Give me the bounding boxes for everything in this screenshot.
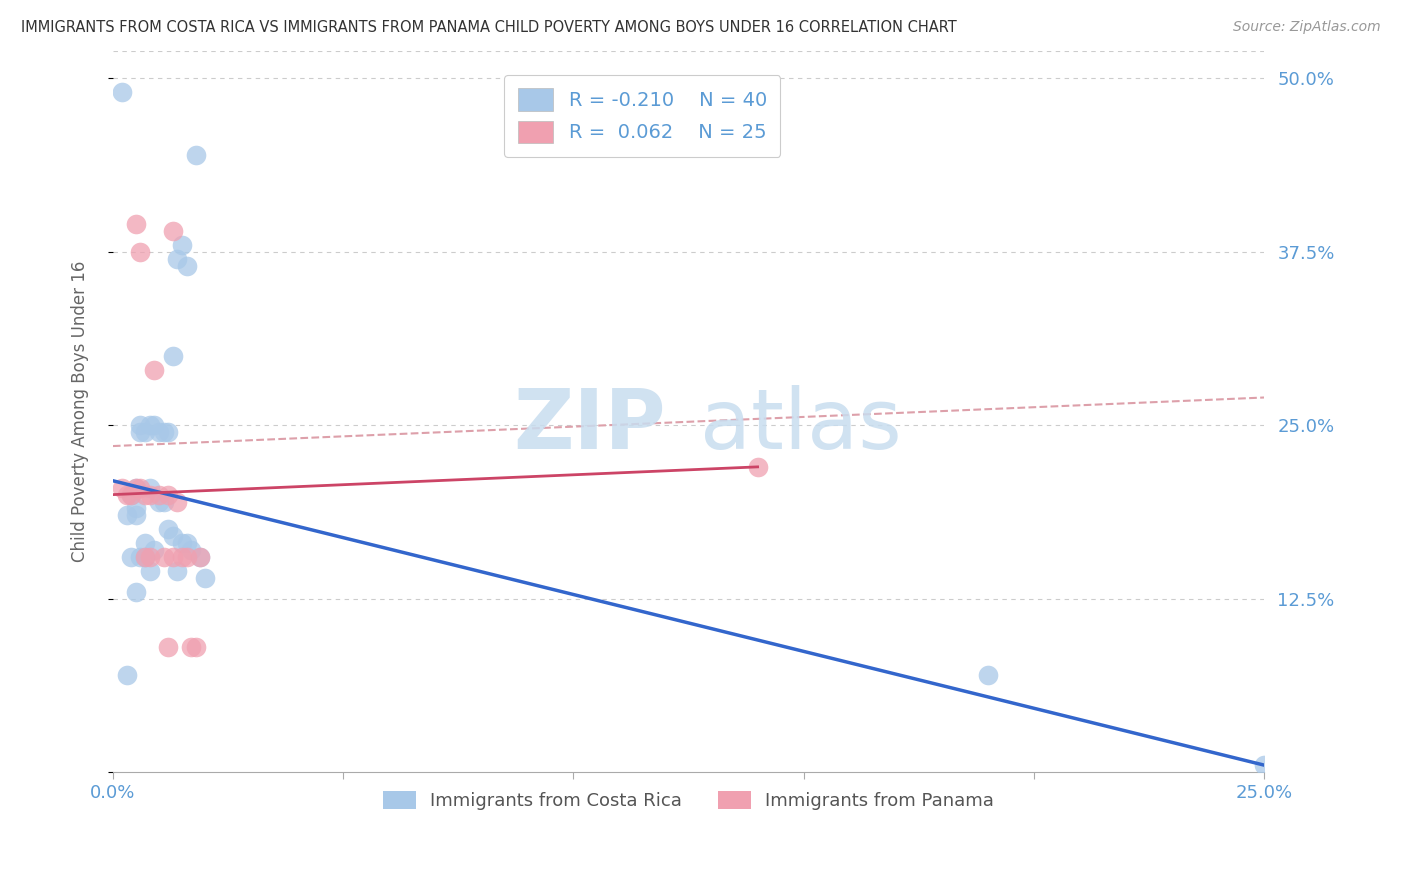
- Point: [115, 668, 138, 682]
- Point: [184, 640, 207, 655]
- Point: [148, 425, 170, 440]
- Point: [184, 147, 207, 161]
- Point: [162, 549, 184, 564]
- Point: [143, 543, 166, 558]
- Point: [170, 238, 193, 252]
- Point: [129, 418, 152, 433]
- Point: [120, 488, 142, 502]
- Point: [157, 425, 180, 440]
- Point: [180, 640, 202, 655]
- Point: [129, 244, 152, 259]
- Point: [125, 584, 148, 599]
- Point: [152, 494, 174, 508]
- Text: ZIP: ZIP: [513, 385, 665, 467]
- Point: [747, 459, 769, 474]
- Point: [125, 217, 148, 231]
- Point: [176, 259, 198, 273]
- Point: [134, 488, 156, 502]
- Point: [125, 481, 148, 495]
- Point: [120, 488, 142, 502]
- Point: [977, 668, 1000, 682]
- Point: [134, 425, 156, 440]
- Point: [157, 640, 180, 655]
- Point: [125, 481, 148, 495]
- Point: [166, 252, 188, 266]
- Point: [134, 549, 156, 564]
- Point: [152, 425, 174, 440]
- Point: [134, 536, 156, 550]
- Point: [188, 549, 211, 564]
- Point: [120, 549, 142, 564]
- Point: [180, 543, 202, 558]
- Text: IMMIGRANTS FROM COSTA RICA VS IMMIGRANTS FROM PANAMA CHILD POVERTY AMONG BOYS UN: IMMIGRANTS FROM COSTA RICA VS IMMIGRANTS…: [21, 20, 957, 35]
- Point: [166, 494, 188, 508]
- Point: [166, 564, 188, 578]
- Point: [162, 529, 184, 543]
- Text: Source: ZipAtlas.com: Source: ZipAtlas.com: [1233, 20, 1381, 34]
- Point: [176, 536, 198, 550]
- Point: [157, 488, 180, 502]
- Point: [188, 549, 211, 564]
- Point: [170, 536, 193, 550]
- Point: [111, 481, 134, 495]
- Point: [138, 418, 160, 433]
- Text: atlas: atlas: [700, 385, 901, 467]
- Point: [162, 224, 184, 238]
- Point: [162, 349, 184, 363]
- Point: [138, 488, 160, 502]
- Point: [143, 418, 166, 433]
- Point: [152, 549, 174, 564]
- Legend: Immigrants from Costa Rica, Immigrants from Panama: Immigrants from Costa Rica, Immigrants f…: [375, 783, 1001, 817]
- Point: [129, 425, 152, 440]
- Point: [111, 85, 134, 99]
- Point: [143, 363, 166, 377]
- Point: [138, 564, 160, 578]
- Point: [115, 508, 138, 523]
- Point: [148, 494, 170, 508]
- Y-axis label: Child Poverty Among Boys Under 16: Child Poverty Among Boys Under 16: [72, 260, 89, 562]
- Point: [138, 481, 160, 495]
- Point: [125, 501, 148, 516]
- Point: [115, 488, 138, 502]
- Point: [129, 481, 152, 495]
- Point: [157, 522, 180, 536]
- Point: [148, 488, 170, 502]
- Point: [194, 571, 217, 585]
- Point: [125, 508, 148, 523]
- Point: [138, 549, 160, 564]
- Point: [170, 549, 193, 564]
- Point: [1253, 758, 1275, 772]
- Point: [134, 549, 156, 564]
- Point: [176, 549, 198, 564]
- Point: [129, 549, 152, 564]
